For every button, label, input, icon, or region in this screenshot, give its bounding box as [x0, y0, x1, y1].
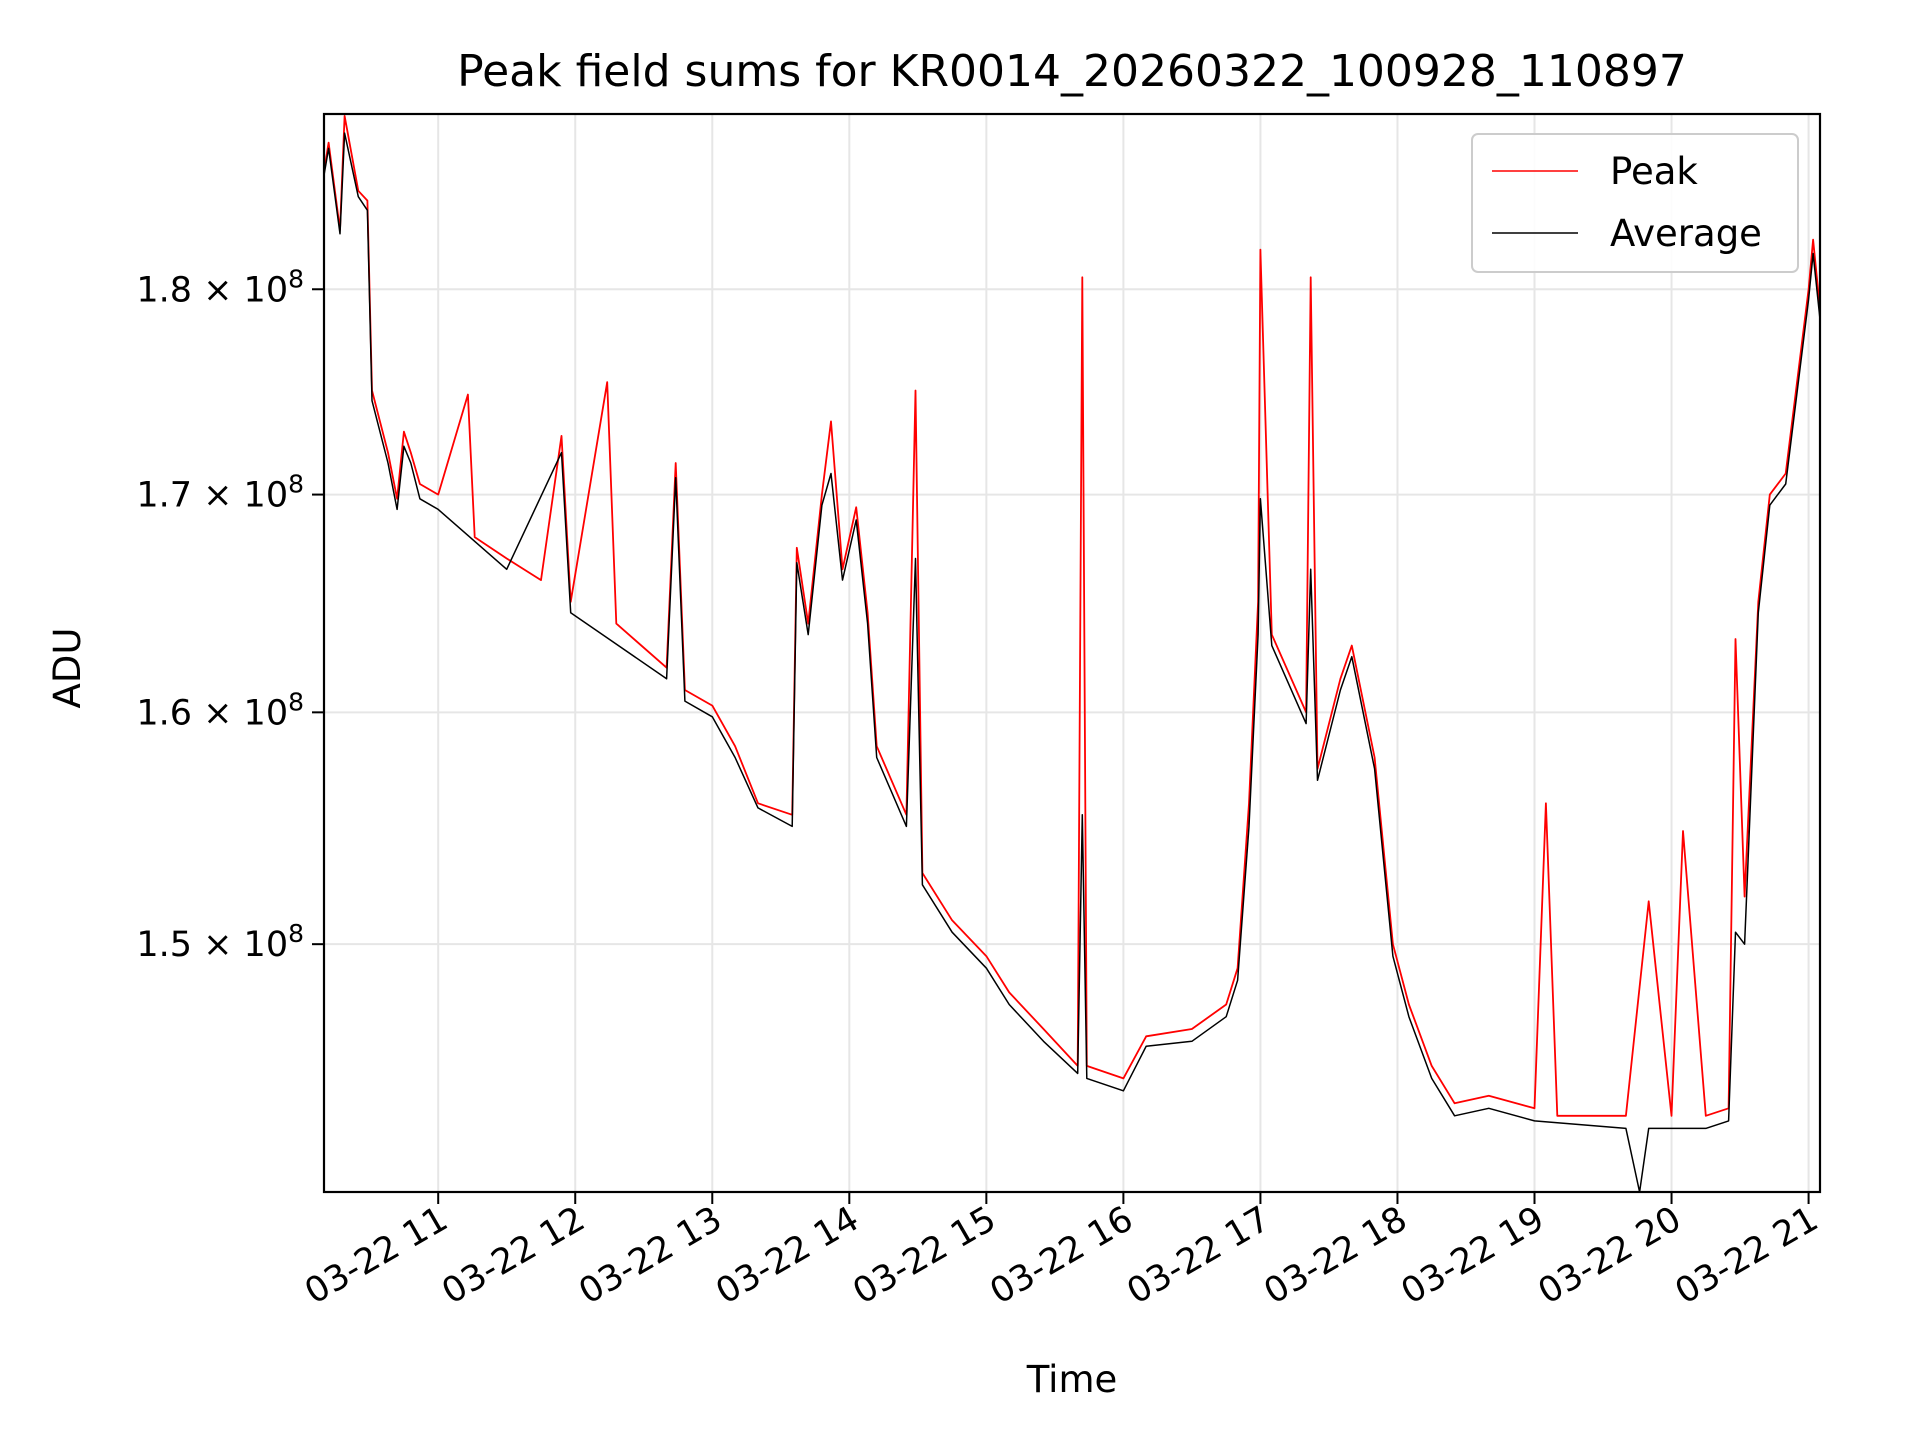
legend-label-average: Average — [1610, 212, 1762, 255]
y-tick-label: 1.6 × 108 — [136, 687, 304, 733]
x-axis-label: Time — [1026, 1358, 1118, 1401]
legend-label-peak: Peak — [1610, 150, 1698, 193]
y-tick-label: 1.7 × 108 — [136, 470, 304, 516]
y-axis-label: ADU — [46, 628, 89, 709]
series-line-average — [324, 132, 1820, 1192]
plot-frame — [322, 112, 1822, 1194]
legend-box — [1471, 133, 1799, 273]
y-tick-label: 1.5 × 108 — [136, 919, 304, 965]
series-layer — [324, 115, 1820, 1192]
y-axis: 1.5 × 108 1.6 × 108 1.7 × 108 1.8 × 108 — [136, 264, 324, 965]
legend: Peak Average — [1471, 133, 1799, 273]
series-line-peak — [324, 115, 1820, 1117]
chart-title: Peak field sums for KR0014_20260322_1009… — [457, 46, 1687, 97]
y-tick-label: 1.8 × 108 — [136, 264, 304, 310]
grid — [324, 114, 1820, 1192]
